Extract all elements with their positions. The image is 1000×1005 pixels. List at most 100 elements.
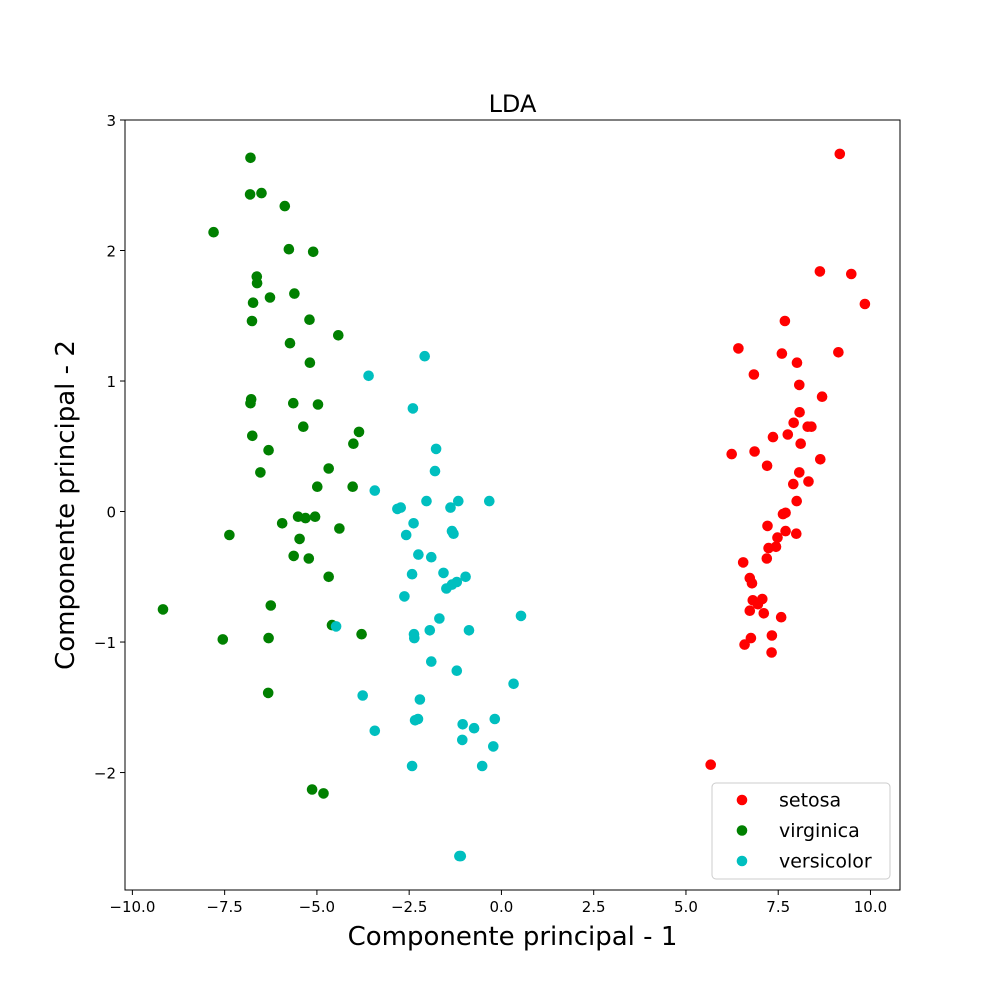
virginica-point	[247, 297, 259, 309]
setosa-point	[834, 148, 846, 160]
ticks-layer: −10.0 −7.5 −5.0 −2.5 0.0 2.5 5.0 7.5 10.0 −2 −1 0 1 2…	[94, 112, 887, 916]
versicolor-point	[448, 528, 459, 539]
versicolor-point	[430, 443, 442, 455]
legend-label-virginica: virginica	[779, 820, 860, 842]
setosa-point	[752, 598, 764, 610]
virginica-point	[312, 399, 324, 410]
setosa-point	[745, 632, 757, 644]
virginica-point	[208, 226, 219, 238]
x-tick-label: −7.5	[206, 898, 242, 916]
versicolor-point	[357, 690, 369, 701]
setosa-point	[758, 608, 770, 619]
legend: setosa virginica versicolor	[711, 782, 891, 880]
virginica-point	[256, 187, 267, 199]
versicolor-point	[369, 725, 381, 737]
versicolor-point	[453, 495, 464, 507]
versicolor-point	[457, 734, 468, 746]
setosa-point	[816, 391, 828, 403]
virginica-point	[288, 550, 300, 562]
setosa-point	[776, 348, 788, 359]
virginica-point	[246, 315, 258, 327]
setosa-point	[806, 421, 817, 433]
chart-title: LDA	[489, 90, 537, 118]
versicolor-point	[484, 495, 495, 507]
legend-marker-versicolor	[736, 855, 748, 867]
virginica-point	[348, 438, 359, 450]
setosa-point	[748, 369, 760, 380]
x-axis-label: Componente principal - 1	[348, 922, 678, 952]
x-tick-label: 2.5	[582, 898, 606, 916]
virginica-point	[312, 481, 323, 493]
x-tick-label: −5.0	[299, 898, 335, 916]
versicolor-point	[330, 621, 342, 632]
setosa-point	[795, 438, 806, 450]
setosa-point	[744, 605, 756, 616]
versicolor-point	[457, 719, 469, 730]
setosa-point	[775, 611, 787, 623]
setosa-point	[767, 431, 779, 443]
setosa-point	[761, 460, 773, 472]
versicolor-point	[406, 568, 418, 580]
virginica-point	[304, 357, 316, 369]
x-tick-label: 10.0	[854, 898, 887, 916]
virginica-point	[304, 314, 315, 326]
virginica-point	[298, 421, 309, 433]
versicolor-point	[476, 760, 488, 772]
legend-frame	[711, 782, 891, 880]
setosa-point	[791, 357, 803, 369]
virginica-point	[244, 189, 256, 200]
setosa-point	[788, 417, 799, 429]
versicolor-point	[463, 625, 475, 636]
legend-items: setosa virginica versicolor	[736, 790, 872, 873]
virginica-point	[265, 600, 277, 611]
setosa-point	[746, 578, 758, 589]
virginica-point	[245, 397, 256, 409]
virginica-point	[289, 288, 300, 299]
virginica-point	[309, 511, 321, 522]
virginica-point	[245, 152, 256, 164]
y-tick-label: 2	[106, 243, 116, 261]
virginica-point	[323, 571, 335, 583]
y-tick-label: −2	[94, 765, 116, 783]
versicolor-point	[429, 465, 441, 477]
setosa-point	[739, 639, 750, 650]
virginica-point	[334, 523, 345, 534]
versicolor-point	[407, 403, 419, 414]
y-axis-label: Componente principal - 2	[51, 340, 81, 670]
virginica-point	[157, 604, 169, 615]
setosa-point	[770, 541, 782, 553]
setosa-point	[737, 557, 749, 568]
setosa-point	[788, 478, 799, 490]
y-tick-label: 1	[106, 373, 116, 391]
virginica-point	[255, 467, 266, 478]
setosa-point	[762, 520, 773, 532]
virginica-point	[300, 512, 311, 524]
setosa-point	[772, 532, 783, 543]
versicolor-point	[409, 632, 420, 644]
virginica-point	[288, 397, 299, 409]
virginica-point	[247, 430, 258, 442]
virginica-point	[294, 533, 305, 545]
versicolor-point	[451, 665, 463, 676]
virginica-point	[251, 277, 263, 289]
x-tick-label: −2.5	[391, 898, 427, 916]
virginica-point	[333, 330, 344, 341]
legend-marker-virginica	[736, 825, 748, 836]
versicolor-point	[460, 571, 471, 583]
y-tick-label: 3	[106, 112, 116, 130]
virginica-point	[276, 518, 288, 529]
versicolor-point	[426, 551, 437, 563]
setosa-point	[705, 759, 716, 770]
setosa-point	[761, 553, 773, 564]
versicolor-point	[508, 678, 519, 690]
legend-label-setosa: setosa	[779, 790, 841, 812]
virginica-point	[306, 784, 318, 795]
versicolor-point	[406, 760, 418, 772]
versicolor-point	[392, 503, 403, 515]
versicolor-point	[419, 350, 431, 362]
legend-marker-setosa	[736, 794, 748, 806]
versicolor-point	[434, 613, 445, 624]
virginica-point	[263, 632, 274, 644]
